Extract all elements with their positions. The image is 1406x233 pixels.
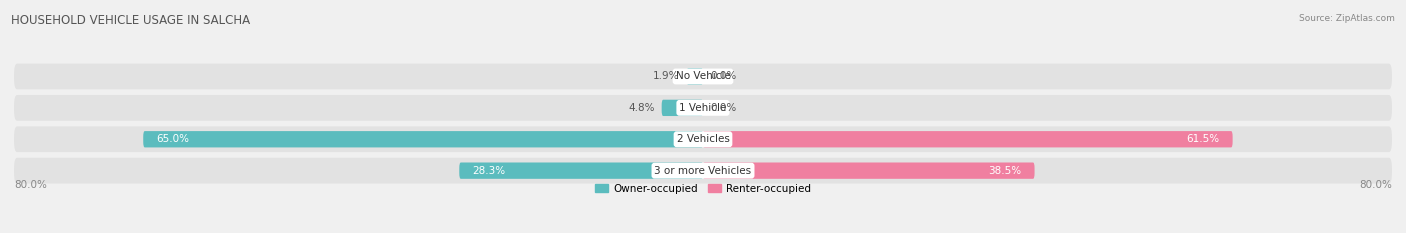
Text: 3 or more Vehicles: 3 or more Vehicles bbox=[654, 166, 752, 176]
FancyBboxPatch shape bbox=[703, 162, 1035, 179]
FancyBboxPatch shape bbox=[460, 162, 703, 179]
Text: 0.0%: 0.0% bbox=[710, 103, 737, 113]
FancyBboxPatch shape bbox=[662, 100, 703, 116]
Text: 1 Vehicle: 1 Vehicle bbox=[679, 103, 727, 113]
FancyBboxPatch shape bbox=[14, 95, 1392, 121]
Text: 28.3%: 28.3% bbox=[472, 166, 505, 176]
FancyBboxPatch shape bbox=[14, 126, 1392, 152]
FancyBboxPatch shape bbox=[703, 131, 1233, 147]
Text: 1.9%: 1.9% bbox=[654, 72, 679, 82]
Text: 80.0%: 80.0% bbox=[14, 180, 46, 190]
Text: 80.0%: 80.0% bbox=[1360, 180, 1392, 190]
Text: 61.5%: 61.5% bbox=[1187, 134, 1219, 144]
FancyBboxPatch shape bbox=[14, 158, 1392, 184]
Text: 4.8%: 4.8% bbox=[628, 103, 655, 113]
Text: 2 Vehicles: 2 Vehicles bbox=[676, 134, 730, 144]
Text: No Vehicle: No Vehicle bbox=[675, 72, 731, 82]
FancyBboxPatch shape bbox=[143, 131, 703, 147]
Text: 0.0%: 0.0% bbox=[710, 72, 737, 82]
Text: HOUSEHOLD VEHICLE USAGE IN SALCHA: HOUSEHOLD VEHICLE USAGE IN SALCHA bbox=[11, 14, 250, 27]
Text: 38.5%: 38.5% bbox=[988, 166, 1022, 176]
FancyBboxPatch shape bbox=[14, 64, 1392, 89]
FancyBboxPatch shape bbox=[686, 68, 703, 85]
Text: Source: ZipAtlas.com: Source: ZipAtlas.com bbox=[1299, 14, 1395, 23]
Text: 65.0%: 65.0% bbox=[156, 134, 190, 144]
Legend: Owner-occupied, Renter-occupied: Owner-occupied, Renter-occupied bbox=[591, 179, 815, 198]
